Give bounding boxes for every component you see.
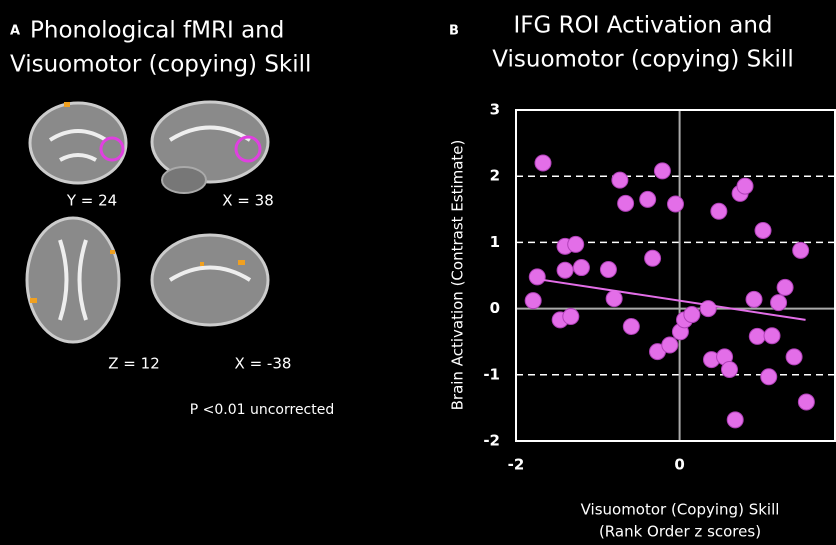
chart-title: Visuomotor (copying) Skill [492,47,793,73]
data-point [640,191,656,207]
data-point [786,349,802,365]
data-point [746,291,762,307]
panel-letter: B [449,24,459,39]
chart-title: IFG ROI Activation and [513,13,772,39]
slice-label: Y = 24 [66,192,117,210]
data-point [711,203,727,219]
data-point [668,196,684,212]
data-point [684,307,700,323]
data-point [568,236,584,252]
threshold-note: P <0.01 uncorrected [190,402,335,418]
data-point [535,155,551,171]
data-point [654,163,670,179]
data-point [727,412,743,428]
panel-title: Phonological fMRI and [30,18,284,44]
data-point [645,250,661,266]
data-point [777,279,793,295]
slice-label: Z = 12 [108,355,159,373]
y-tick-label: 3 [490,101,500,119]
data-point [529,269,545,285]
data-point [761,369,777,385]
x-axis-label: Visuomotor (Copying) Skill [581,501,780,519]
data-point [525,293,541,309]
data-point [793,242,809,258]
x-axis-label: (Rank Order z scores) [599,523,761,541]
data-point [563,309,579,325]
data-point [764,328,780,344]
data-point [755,222,771,238]
figure: A Phonological fMRI and Visuomotor (copy… [0,0,836,545]
y-tick-label: -1 [483,365,500,383]
y-tick-label: 0 [490,299,500,317]
slice-label: X = -38 [235,355,292,373]
data-point [798,394,814,410]
data-point [700,301,716,317]
brain-coronal [30,103,126,183]
slice-label: X = 38 [222,192,273,210]
x-tick-label: 0 [674,456,684,474]
panel-letter: A [10,24,20,39]
data-point [618,195,634,211]
data-point [600,262,616,278]
data-point [573,260,589,276]
data-point [749,328,765,344]
brain-images [27,102,268,342]
x-tick-label: -2 [508,456,525,474]
y-axis-label: Brain Activation (Contrast Estimate) [449,140,467,411]
data-point [737,178,753,194]
y-tick-label: 2 [490,167,500,185]
data-point [557,262,573,278]
y-tick-label: -2 [483,432,500,450]
data-point [662,337,678,353]
y-tick-label: 1 [490,233,500,251]
data-point [612,172,628,188]
data-point [771,295,787,311]
panel-title: Visuomotor (copying) Skill [10,52,311,78]
data-point [721,362,737,378]
brain-axial [27,218,119,342]
data-point [623,318,639,334]
brain-sagittal [152,235,268,325]
data-point [606,291,622,307]
